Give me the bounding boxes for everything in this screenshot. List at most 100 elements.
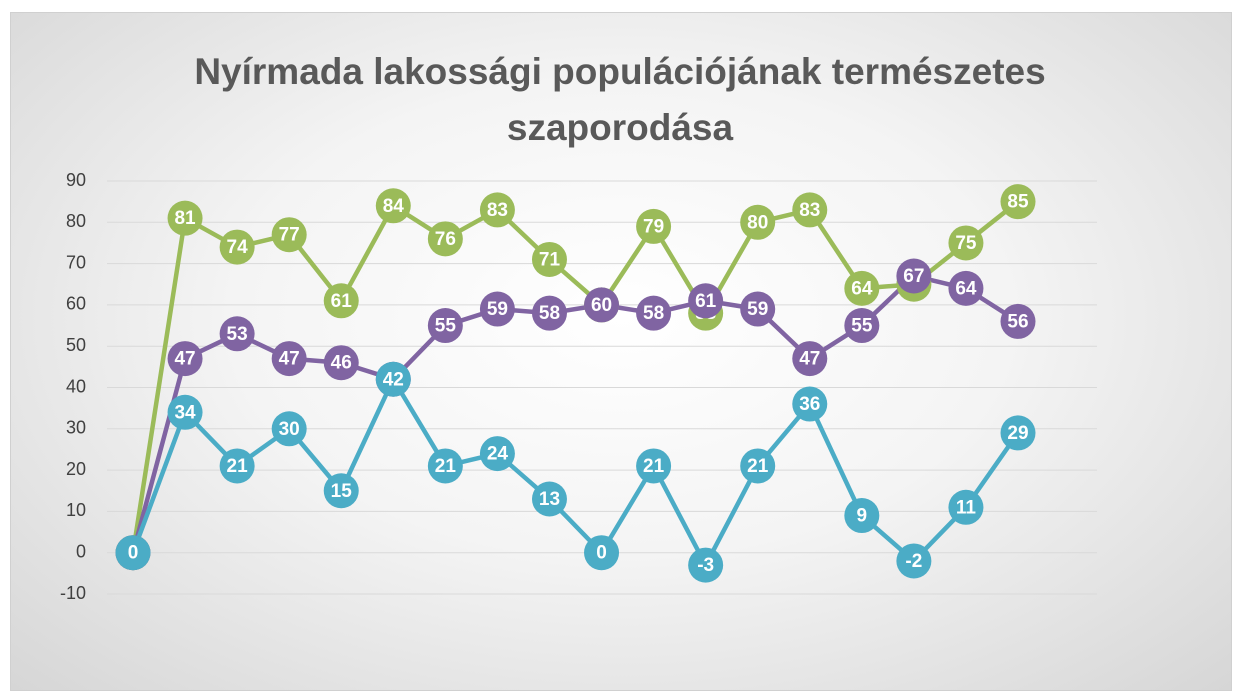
marker	[323, 473, 359, 509]
marker	[636, 295, 672, 331]
data-label: 61	[331, 291, 353, 312]
data-label: 59	[747, 299, 768, 320]
y-tick-label: 70	[66, 252, 86, 272]
marker	[427, 221, 463, 257]
data-label: 0	[596, 543, 607, 564]
data-label: 79	[643, 216, 664, 237]
chart-title: Nyírmada lakossági populációjának termés…	[194, 51, 1046, 148]
marker	[844, 308, 880, 344]
marker	[688, 283, 724, 319]
data-label: 47	[799, 349, 820, 370]
marker	[948, 225, 984, 261]
marker	[531, 481, 567, 517]
marker	[479, 291, 515, 327]
marker	[323, 283, 359, 319]
marker	[584, 535, 620, 571]
data-label: 34	[174, 402, 196, 423]
series-line	[130, 199, 1020, 554]
data-label: 58	[643, 303, 664, 324]
marker	[271, 217, 307, 253]
series-line	[130, 376, 1020, 568]
marker	[844, 498, 880, 534]
marker	[323, 345, 359, 381]
y-tick-label: 0	[76, 541, 86, 561]
data-label: 80	[747, 212, 768, 233]
data-label: 64	[955, 278, 977, 299]
y-tick-label: 10	[66, 500, 86, 520]
data-label: 24	[487, 444, 509, 465]
data-label: 55	[435, 316, 457, 337]
marker	[427, 448, 463, 484]
chart-area	[10, 12, 1232, 691]
data-label: 42	[383, 369, 404, 390]
data-label: -2	[905, 551, 922, 572]
y-tick-label: -10	[60, 583, 86, 603]
data-label: 47	[174, 349, 195, 370]
marker	[688, 547, 724, 583]
y-tick-label: 80	[66, 211, 86, 231]
marker	[531, 295, 567, 331]
data-label: 76	[435, 229, 456, 250]
data-label: -3	[697, 555, 714, 576]
marker	[115, 535, 151, 571]
data-label: 75	[955, 233, 977, 254]
marker	[271, 341, 307, 377]
marker	[740, 204, 776, 240]
data-label: 21	[643, 456, 665, 477]
marker	[219, 229, 255, 265]
marker	[479, 192, 515, 228]
marker	[896, 543, 932, 579]
marker	[792, 192, 828, 228]
data-label: 47	[279, 349, 300, 370]
marker	[792, 341, 828, 377]
marker	[844, 270, 880, 306]
data-label: 29	[1007, 423, 1028, 444]
marker	[948, 270, 984, 306]
data-label: 11	[956, 497, 977, 518]
marker	[636, 448, 672, 484]
marker	[219, 316, 255, 352]
data-label: 30	[279, 419, 300, 440]
data-label: 61	[695, 291, 717, 312]
data-label: 21	[227, 456, 249, 477]
data-label: 53	[227, 324, 248, 345]
marker	[427, 308, 463, 344]
marker	[219, 448, 255, 484]
marker	[792, 386, 828, 422]
marker	[375, 361, 411, 397]
data-label: 55	[851, 316, 873, 337]
marker	[1000, 415, 1036, 451]
y-tick-label: 60	[66, 294, 86, 314]
data-label: 59	[487, 299, 508, 320]
data-label: 46	[331, 353, 352, 374]
marker	[636, 208, 672, 244]
marker	[740, 291, 776, 327]
data-label: 77	[279, 225, 300, 246]
data-label: 71	[539, 249, 561, 270]
data-label: 0	[128, 543, 139, 564]
marker	[1000, 303, 1036, 339]
marker	[531, 241, 567, 277]
data-label: 83	[799, 200, 820, 221]
marker	[896, 258, 932, 294]
data-label: 60	[591, 295, 612, 316]
data-label: 85	[1007, 192, 1029, 213]
data-label: 56	[1007, 311, 1028, 332]
marker	[740, 448, 776, 484]
marker	[167, 200, 203, 236]
marker	[479, 436, 515, 472]
data-label: 74	[227, 237, 249, 258]
marker	[167, 394, 203, 430]
y-tick-label: 30	[66, 418, 86, 438]
data-label: 64	[851, 278, 873, 299]
marker	[375, 188, 411, 224]
data-label: 81	[174, 208, 196, 229]
marker	[167, 341, 203, 377]
y-tick-label: 20	[66, 459, 86, 479]
data-label: 36	[799, 394, 820, 415]
data-label: 58	[539, 303, 560, 324]
data-label: 21	[747, 456, 769, 477]
marker	[1000, 184, 1036, 220]
